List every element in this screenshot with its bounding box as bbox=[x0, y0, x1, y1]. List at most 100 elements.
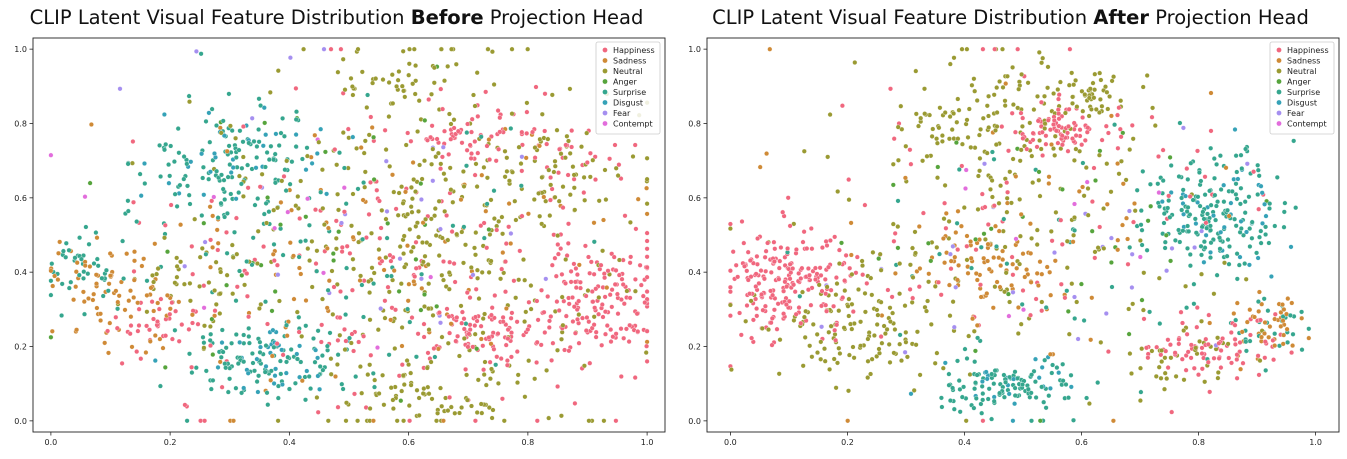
data-point-neutral bbox=[928, 321, 934, 327]
data-point-happiness bbox=[635, 329, 641, 334]
data-point-happiness bbox=[1065, 130, 1070, 136]
legend-marker bbox=[602, 99, 608, 106]
data-point-anger bbox=[165, 249, 170, 255]
data-point-neutral bbox=[501, 418, 507, 424]
data-point-neutral bbox=[912, 229, 918, 235]
data-point-surprise bbox=[303, 238, 309, 244]
data-point-neutral bbox=[994, 85, 1000, 91]
data-point-neutral bbox=[485, 46, 491, 52]
data-point-happiness bbox=[461, 326, 467, 332]
data-point-surprise bbox=[77, 235, 83, 241]
data-point-happiness bbox=[1024, 146, 1030, 152]
data-point-sadness bbox=[135, 300, 141, 306]
data-point-neutral bbox=[275, 418, 281, 424]
data-point-happiness bbox=[840, 295, 846, 301]
data-point-neutral bbox=[342, 347, 348, 353]
data-point-sadness bbox=[1028, 279, 1034, 285]
data-point-neutral bbox=[411, 46, 417, 52]
data-point-happiness bbox=[313, 207, 318, 213]
data-point-happiness bbox=[1144, 345, 1149, 351]
data-point-surprise bbox=[1299, 347, 1305, 353]
data-point-neutral bbox=[242, 282, 248, 288]
data-point-happiness bbox=[451, 261, 457, 267]
data-point-neutral bbox=[1173, 373, 1179, 379]
data-point-sadness bbox=[157, 336, 163, 342]
data-point-neutral bbox=[174, 274, 180, 280]
data-point-neutral bbox=[1139, 346, 1145, 352]
data-point-happiness bbox=[745, 277, 751, 283]
data-point-neutral bbox=[197, 254, 203, 260]
data-point-happiness bbox=[1049, 238, 1055, 244]
data-point-happiness bbox=[503, 342, 509, 348]
data-point-surprise bbox=[63, 240, 69, 246]
data-point-neutral bbox=[1137, 238, 1143, 243]
data-point-happiness bbox=[805, 266, 811, 271]
data-point-neutral bbox=[192, 216, 198, 222]
data-point-happiness bbox=[447, 330, 453, 336]
data-point-neutral bbox=[930, 126, 936, 132]
data-point-neutral bbox=[515, 380, 520, 386]
data-point-happiness bbox=[413, 265, 419, 271]
data-point-happiness bbox=[1271, 357, 1277, 363]
data-point-happiness bbox=[644, 358, 650, 364]
data-point-sadness bbox=[388, 317, 394, 323]
data-point-neutral bbox=[955, 96, 961, 102]
data-point-happiness bbox=[343, 338, 349, 344]
data-point-neutral bbox=[387, 163, 393, 169]
data-point-neutral bbox=[515, 372, 521, 378]
data-point-neutral bbox=[975, 173, 981, 179]
data-point-surprise bbox=[288, 347, 294, 352]
data-point-happiness bbox=[991, 203, 997, 209]
data-point-happiness bbox=[338, 289, 343, 294]
data-point-surprise bbox=[325, 347, 331, 353]
data-point-happiness bbox=[449, 229, 455, 235]
data-point-surprise bbox=[1227, 244, 1232, 249]
data-point-sadness bbox=[210, 244, 216, 250]
data-point-sadness bbox=[381, 267, 387, 273]
data-point-neutral bbox=[824, 284, 830, 290]
data-point-neutral bbox=[394, 83, 400, 89]
data-point-happiness bbox=[534, 339, 540, 345]
data-point-neutral bbox=[1057, 79, 1063, 85]
data-point-sadness bbox=[1284, 326, 1290, 332]
data-point-surprise bbox=[224, 210, 230, 216]
data-point-surprise bbox=[66, 285, 72, 291]
data-point-happiness bbox=[781, 288, 787, 294]
chart-title-after: CLIP Latent Visual Feature Distribution … bbox=[712, 6, 1309, 29]
data-point-happiness bbox=[1195, 148, 1200, 154]
data-point-neutral bbox=[426, 327, 432, 333]
data-point-happiness bbox=[744, 268, 750, 274]
data-point-surprise bbox=[214, 123, 219, 128]
data-point-surprise bbox=[233, 332, 239, 337]
data-point-surprise bbox=[262, 164, 268, 170]
data-point-sadness bbox=[1266, 334, 1272, 340]
data-point-surprise bbox=[166, 162, 172, 168]
data-point-happiness bbox=[511, 278, 517, 284]
data-point-surprise bbox=[209, 106, 215, 112]
data-point-sadness bbox=[122, 307, 128, 313]
data-point-fear bbox=[1164, 268, 1170, 274]
data-point-neutral bbox=[590, 157, 596, 163]
data-point-happiness bbox=[604, 323, 610, 329]
data-point-disgust bbox=[1218, 229, 1224, 235]
data-point-surprise bbox=[282, 167, 288, 173]
data-point-neutral bbox=[988, 186, 993, 192]
data-point-happiness bbox=[632, 276, 638, 282]
data-point-sadness bbox=[486, 137, 492, 143]
data-point-happiness bbox=[1040, 153, 1046, 158]
data-point-neutral bbox=[929, 133, 935, 139]
data-point-neutral bbox=[972, 145, 978, 151]
data-point-surprise bbox=[1258, 240, 1264, 246]
data-point-neutral bbox=[446, 111, 452, 117]
data-point-neutral bbox=[759, 325, 765, 331]
data-point-sadness bbox=[148, 285, 154, 291]
data-point-surprise bbox=[1176, 174, 1182, 179]
data-point-surprise bbox=[991, 156, 997, 162]
data-point-neutral bbox=[1138, 365, 1143, 371]
data-point-neutral bbox=[428, 359, 434, 365]
data-point-sadness bbox=[299, 378, 305, 384]
data-point-surprise bbox=[250, 360, 256, 366]
data-point-surprise bbox=[1207, 223, 1213, 229]
data-point-surprise bbox=[226, 143, 232, 149]
data-point-happiness bbox=[1208, 128, 1214, 134]
